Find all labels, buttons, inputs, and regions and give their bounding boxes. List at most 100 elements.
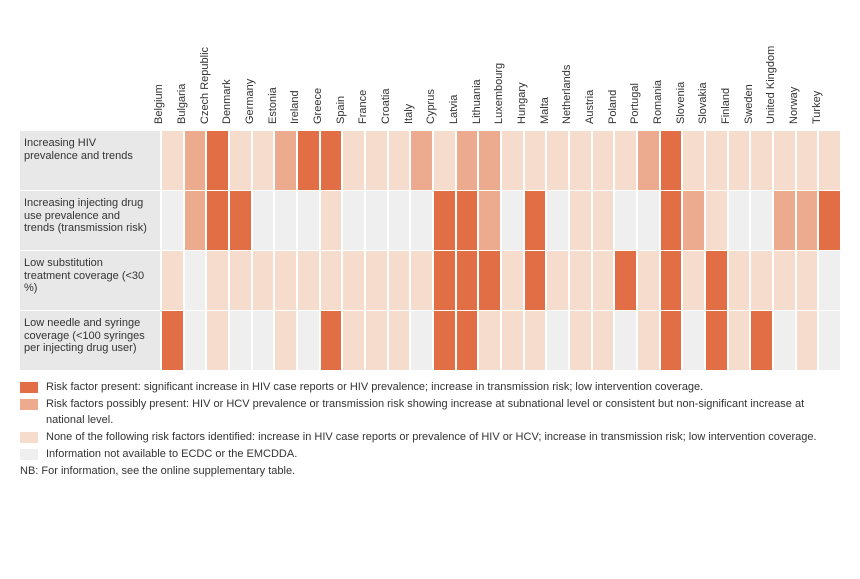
- heatmap-cell: [545, 190, 568, 250]
- heatmap-cell: [568, 310, 591, 370]
- legend-row: Information not available to ECDC or the…: [20, 447, 840, 463]
- column-header: Romania: [652, 80, 664, 124]
- country-column: Estonia: [273, 20, 296, 370]
- heatmap-cell: [319, 310, 342, 370]
- heatmap-cell: [568, 130, 591, 190]
- heatmap-cell: [228, 130, 251, 190]
- heatmap-cell: [817, 190, 840, 250]
- legend: Risk factor present: significant increas…: [20, 380, 840, 463]
- column-header: Turkey: [811, 91, 823, 124]
- legend-text: Risk factor present: significant increas…: [46, 380, 840, 396]
- heatmap-cell: [319, 190, 342, 250]
- heatmap-cell: [772, 250, 795, 310]
- heatmap-cell: [681, 250, 704, 310]
- column-header: Greece: [312, 88, 324, 124]
- column-header: Austria: [584, 90, 596, 124]
- heatmap-cell: [500, 250, 523, 310]
- heatmap-cell: [455, 190, 478, 250]
- heatmap-cell: [591, 130, 614, 190]
- heatmap-cell: [477, 190, 500, 250]
- heatmap-cell: [455, 250, 478, 310]
- column-header: Estonia: [267, 87, 279, 124]
- heatmap-cell: [659, 190, 682, 250]
- column-header: Netherlands: [561, 65, 573, 124]
- country-column: Slovakia: [704, 20, 727, 370]
- heatmap-cell: [205, 250, 228, 310]
- heatmap-cell: [160, 250, 183, 310]
- column-header-cell: Turkey: [817, 20, 840, 130]
- column-header: Latvia: [448, 95, 460, 124]
- row-label: Low substitution treatment coverage (<30…: [20, 250, 160, 310]
- heatmap-cell: [296, 250, 319, 310]
- column-header: Italy: [403, 104, 415, 124]
- heatmap-cell: [273, 130, 296, 190]
- heatmap-cell: [749, 190, 772, 250]
- country-column: Romania: [659, 20, 682, 370]
- legend-text: Information not available to ECDC or the…: [46, 447, 840, 463]
- legend-text: None of the following risk factors ident…: [46, 430, 840, 446]
- heatmap-cell: [659, 250, 682, 310]
- column-header: Lithuania: [471, 79, 483, 124]
- heatmap-cell: [727, 190, 750, 250]
- heatmap-cell: [409, 190, 432, 250]
- country-column: Poland: [613, 20, 636, 370]
- heatmap-cell: [591, 190, 614, 250]
- heatmap-cell: [205, 310, 228, 370]
- column-header: Spain: [335, 96, 347, 124]
- heatmap-cell: [795, 190, 818, 250]
- heatmap-cell: [341, 310, 364, 370]
- heatmap-cell: [704, 310, 727, 370]
- heatmap-cell: [772, 190, 795, 250]
- heatmap-cell: [319, 130, 342, 190]
- heatmap-cell: [749, 130, 772, 190]
- heatmap-cell: [455, 130, 478, 190]
- heatmap-cell: [613, 130, 636, 190]
- column-header: Belgium: [153, 84, 165, 124]
- country-column: Latvia: [455, 20, 478, 370]
- heatmap-cell: [681, 190, 704, 250]
- heatmap-cell: [704, 130, 727, 190]
- column-header: Poland: [607, 90, 619, 124]
- legend-text: Risk factors possibly present: HIV or HC…: [46, 397, 840, 429]
- heatmap-cell: [160, 130, 183, 190]
- heatmap-cell: [387, 310, 410, 370]
- column-header: Sweden: [743, 84, 755, 124]
- country-column: Netherlands: [568, 20, 591, 370]
- country-column: Belgium: [160, 20, 183, 370]
- row-label: Increasing HIV prevalence and trends: [20, 130, 160, 190]
- heatmap-cell: [432, 250, 455, 310]
- heatmap-cell: [523, 190, 546, 250]
- heatmap-cell: [409, 250, 432, 310]
- column-header: Malta: [539, 97, 551, 124]
- heatmap-cell: [364, 190, 387, 250]
- heatmap-cell: [341, 130, 364, 190]
- country-column: France: [364, 20, 387, 370]
- heatmap-cell: [432, 190, 455, 250]
- heatmap-cell: [545, 250, 568, 310]
- heatmap-cell: [636, 190, 659, 250]
- heatmap-cell: [613, 250, 636, 310]
- heatmap-cell: [251, 250, 274, 310]
- heatmap-cell: [205, 190, 228, 250]
- country-column: Portugal: [636, 20, 659, 370]
- heatmap-columns: BelgiumBulgariaCzech RepublicDenmarkGerm…: [160, 20, 840, 370]
- column-header: Cyprus: [425, 89, 437, 124]
- heatmap-cell: [319, 250, 342, 310]
- country-column: United Kingdom: [772, 20, 795, 370]
- heatmap-cell: [205, 130, 228, 190]
- column-header: Finland: [720, 88, 732, 124]
- heatmap-cell: [387, 190, 410, 250]
- heatmap-cell: [183, 310, 206, 370]
- heatmap-cell: [477, 250, 500, 310]
- heatmap-cell: [387, 130, 410, 190]
- country-column: Spain: [341, 20, 364, 370]
- legend-swatch: [20, 382, 38, 393]
- column-header: Portugal: [629, 83, 641, 124]
- heatmap-cell: [817, 130, 840, 190]
- heatmap-cell: [817, 310, 840, 370]
- heatmap-cell: [795, 130, 818, 190]
- heatmap-cell: [727, 250, 750, 310]
- country-column: Hungary: [523, 20, 546, 370]
- heatmap-cell: [817, 250, 840, 310]
- legend-swatch: [20, 432, 38, 443]
